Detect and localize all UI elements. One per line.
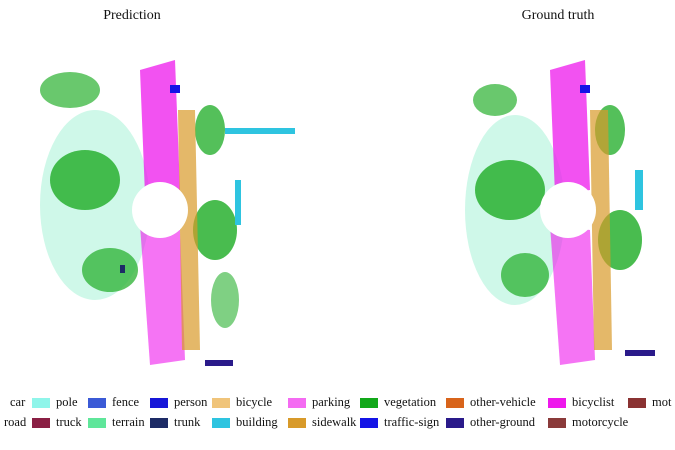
legend-label: mot <box>652 395 672 409</box>
building-region <box>225 128 295 225</box>
legend-swatch <box>446 397 464 408</box>
legend-swatch <box>548 417 566 428</box>
legend-item-fence: fence <box>88 395 139 410</box>
legend-swatch <box>88 397 106 408</box>
legend-item-mot: mot <box>628 395 671 410</box>
legend-swatch <box>32 417 50 428</box>
legend-label: other-ground <box>470 415 536 429</box>
legend-label: road <box>4 415 27 429</box>
ground-truth-point-cloud <box>465 60 655 365</box>
sensor-blank-area <box>132 182 188 238</box>
road-region <box>550 60 595 365</box>
vegetation-region <box>465 84 642 305</box>
legend-swatch <box>360 397 378 408</box>
legend-label: truck <box>56 415 82 429</box>
legend-label: sidewalk <box>312 415 357 429</box>
legend-item-bicycle: bicycle <box>212 395 272 410</box>
road-region <box>140 60 185 365</box>
legend-swatch <box>446 417 464 428</box>
vegetation-region <box>40 72 239 328</box>
legend-item-parking: parking <box>288 395 350 410</box>
legend-item-terrain: terrain <box>88 415 145 430</box>
legend-item-other-ground: other-ground <box>446 415 535 430</box>
legend-label: pole <box>56 395 78 409</box>
legend-label: car <box>10 395 26 409</box>
sidewalk-region <box>178 110 200 350</box>
legend-swatch <box>88 417 106 428</box>
legend-label: person <box>174 395 208 409</box>
legend-swatch <box>288 397 306 408</box>
legend-label: building <box>236 415 278 429</box>
class-legend: car pole fence person bicycle parking ve… <box>0 392 675 442</box>
legend-swatch <box>360 417 378 428</box>
legend-label: fence <box>112 395 140 409</box>
legend-swatch <box>548 397 566 408</box>
legend-label: bicyclist <box>572 395 615 409</box>
legend-swatch <box>212 397 230 408</box>
legend-label: other-vehicle <box>470 395 536 409</box>
ground-truth-title: Ground truth <box>521 8 595 23</box>
legend-swatch <box>150 417 168 428</box>
legend-swatch <box>628 397 646 408</box>
sensor-blank-area <box>540 182 596 238</box>
legend-label: bicycle <box>236 395 273 409</box>
legend-label: traffic-sign <box>384 415 440 429</box>
legend-label: vegetation <box>384 395 437 409</box>
legend-item-trunk: trunk <box>150 415 200 430</box>
building-region <box>635 170 643 210</box>
legend-label: motorcycle <box>572 415 629 429</box>
vehicle-markers <box>580 85 655 356</box>
legend-item-building: building <box>212 415 278 430</box>
legend-swatch <box>212 417 230 428</box>
legend-item-car: car <box>0 395 25 410</box>
legend-item-pole: pole <box>32 395 78 410</box>
legend-item-person: person <box>150 395 207 410</box>
legend-item-motorcycle: motorcycle <box>548 415 628 430</box>
prediction-title: Prediction <box>103 8 161 23</box>
legend-item-truck: truck <box>32 415 82 430</box>
legend-swatch <box>150 397 168 408</box>
prediction-point-cloud <box>40 60 295 366</box>
sidewalk-region <box>590 110 612 350</box>
legend-label: terrain <box>112 415 145 429</box>
legend-swatch <box>288 417 306 428</box>
legend-item-road: road <box>0 415 26 430</box>
legend-item-sidewalk: sidewalk <box>288 415 356 430</box>
vehicle-markers <box>120 85 233 366</box>
legend-item-traffic-sign: traffic-sign <box>360 415 439 430</box>
legend-label: parking <box>312 395 351 409</box>
legend-swatch <box>32 397 50 408</box>
legend-item-vegetation: vegetation <box>360 395 436 410</box>
legend-item-other-vehicle: other-vehicle <box>446 395 536 410</box>
legend-label: trunk <box>174 415 201 429</box>
legend-item-bicyclist: bicyclist <box>548 395 614 410</box>
